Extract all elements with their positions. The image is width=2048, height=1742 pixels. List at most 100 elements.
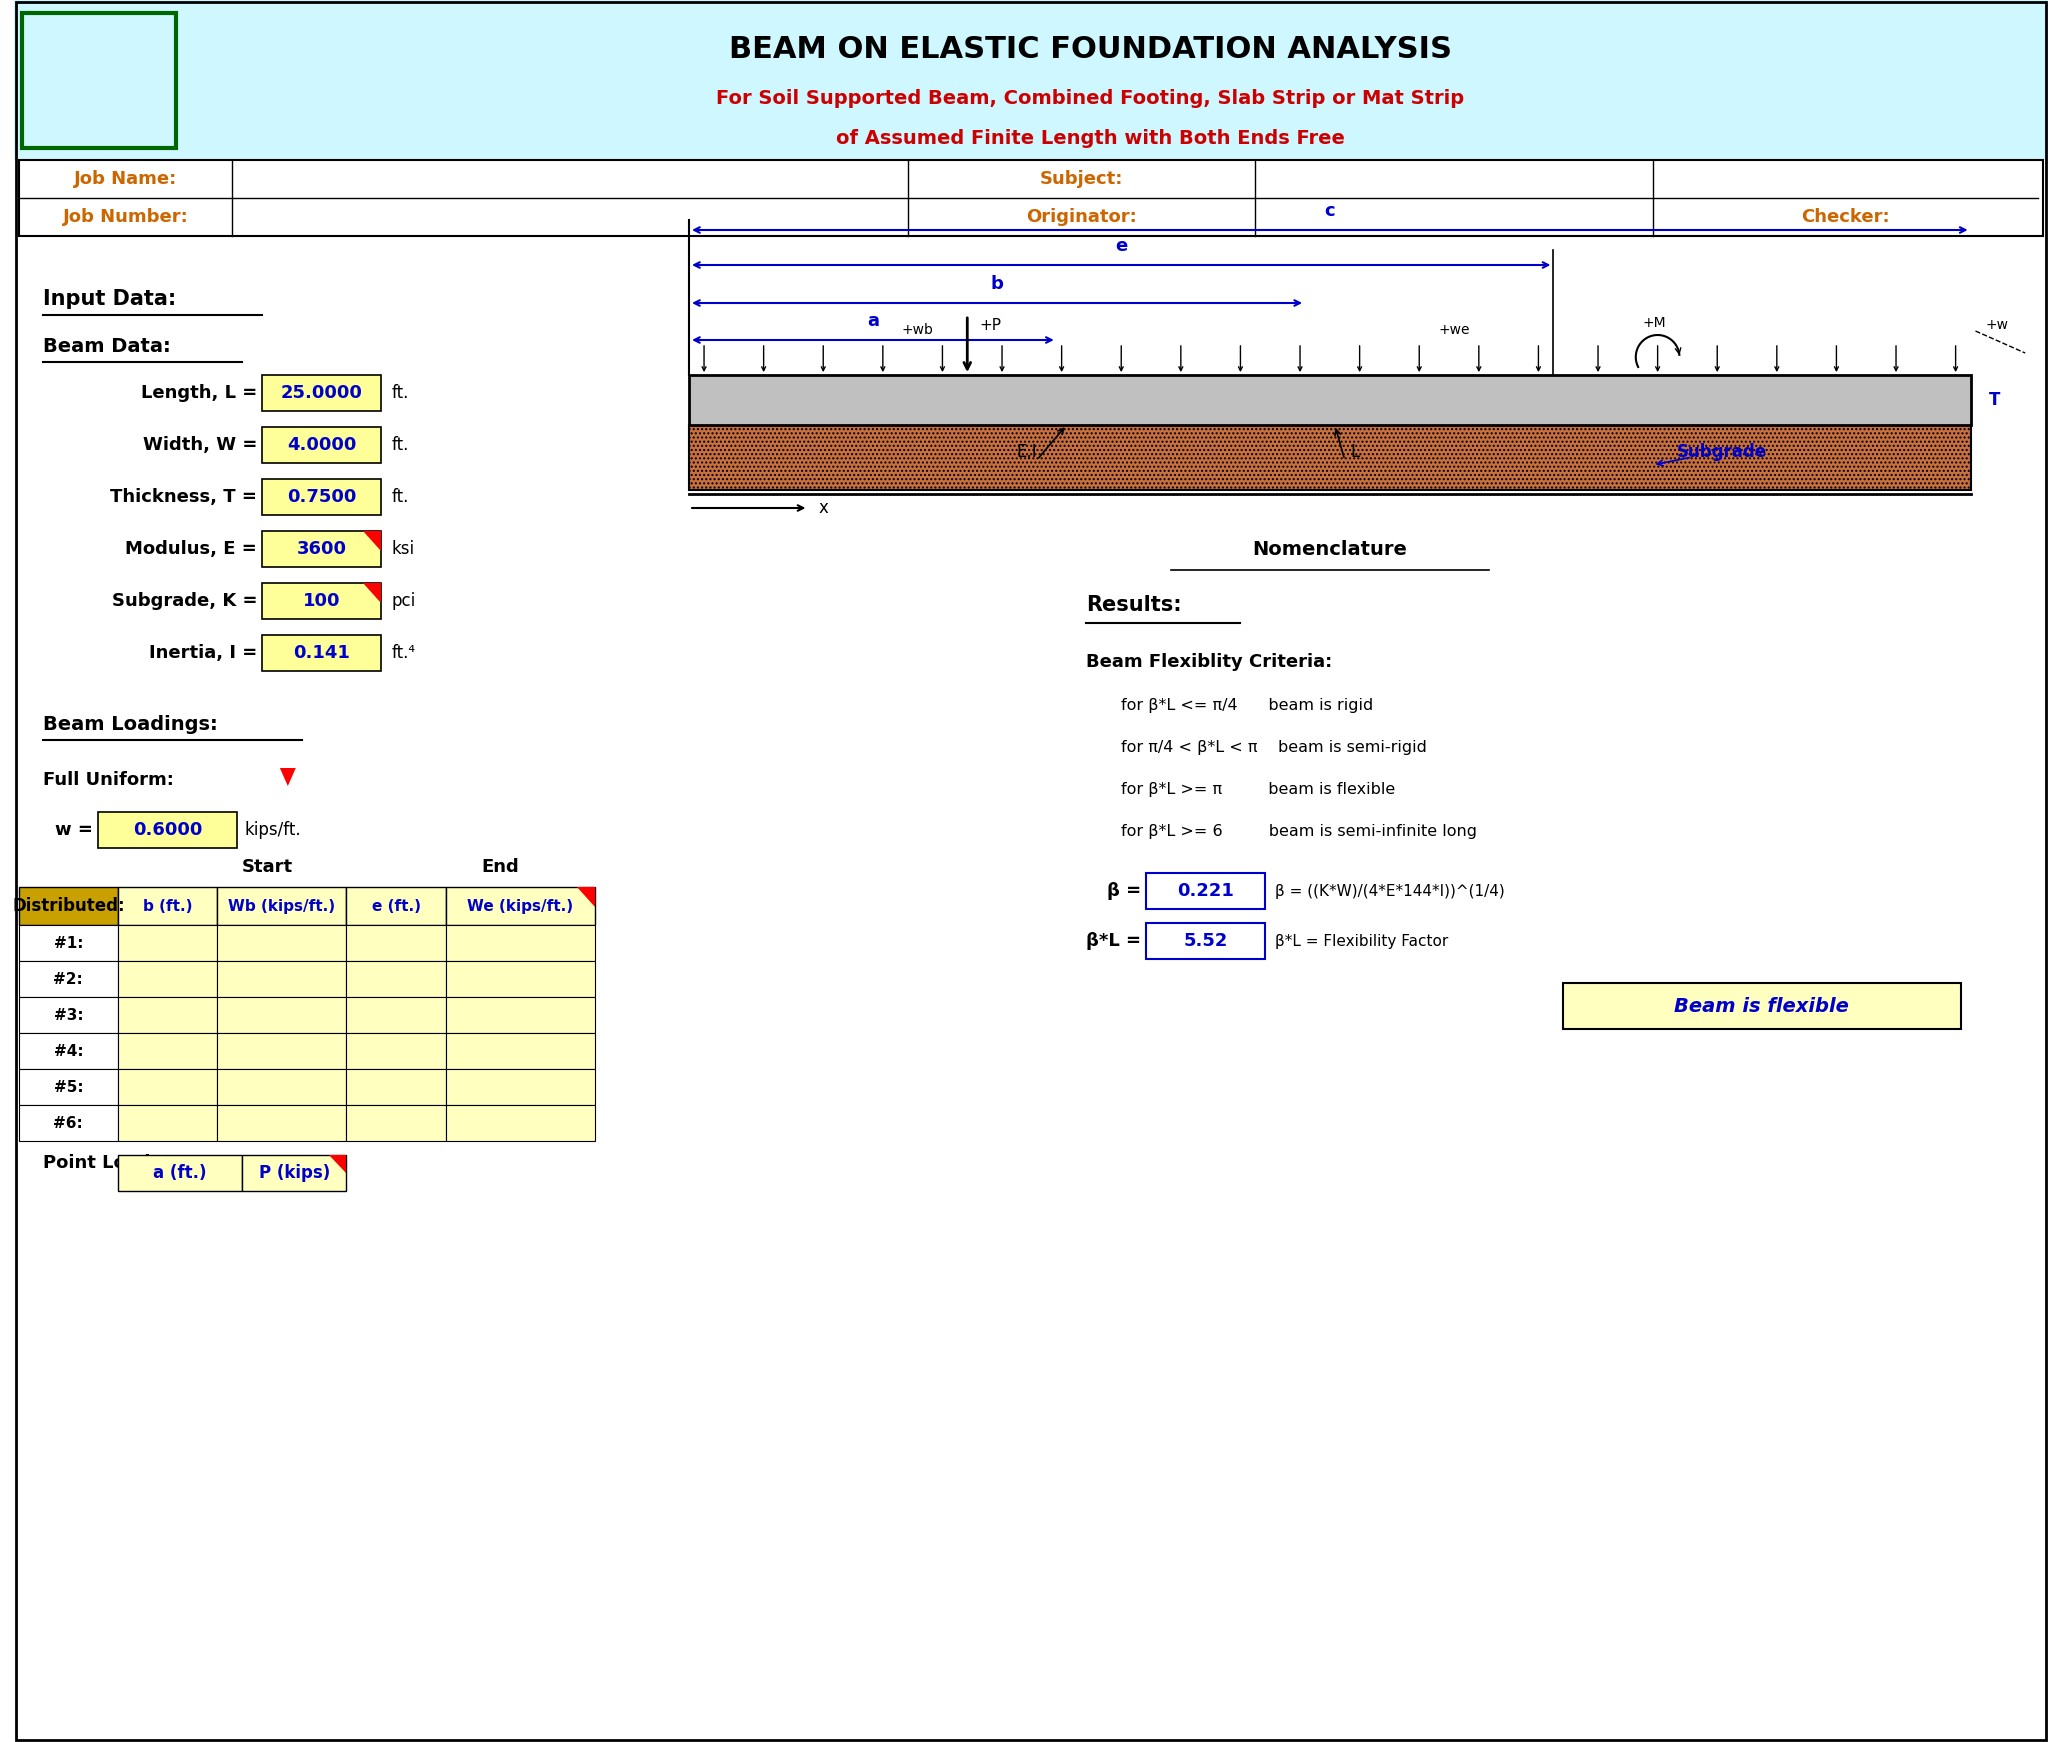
- Text: Thickness, T =: Thickness, T =: [111, 488, 258, 505]
- Text: 0.221: 0.221: [1178, 881, 1235, 901]
- Text: 100: 100: [303, 592, 340, 610]
- Text: Nomenclature: Nomenclature: [1253, 540, 1407, 559]
- Bar: [346, 925, 446, 962]
- Text: P (kips): P (kips): [258, 1164, 330, 1183]
- Text: Start: Start: [242, 859, 293, 876]
- Text: Length, L =: Length, L =: [141, 383, 258, 402]
- Bar: [217, 1070, 346, 1104]
- Bar: [119, 1104, 217, 1141]
- Bar: [346, 1033, 446, 1070]
- Text: T: T: [1989, 390, 1999, 409]
- Text: 0.7500: 0.7500: [287, 488, 356, 505]
- Text: Width, W =: Width, W =: [143, 436, 258, 455]
- Text: Full Uniform:: Full Uniform:: [43, 772, 174, 789]
- Text: ft.: ft.: [391, 383, 408, 402]
- Text: 4.0000: 4.0000: [287, 436, 356, 455]
- Bar: [688, 425, 1970, 490]
- Bar: [18, 160, 2044, 235]
- Text: for β*L <= π/4      beam is rigid: for β*L <= π/4 beam is rigid: [1120, 699, 1374, 712]
- Bar: [18, 1104, 119, 1141]
- Text: #1:: #1:: [53, 935, 84, 951]
- Text: ft.: ft.: [391, 436, 408, 455]
- Text: BEAM ON ELASTIC FOUNDATION ANALYSIS: BEAM ON ELASTIC FOUNDATION ANALYSIS: [729, 35, 1452, 64]
- Text: ft.⁴: ft.⁴: [391, 645, 416, 662]
- Polygon shape: [362, 584, 381, 603]
- Text: ksi: ksi: [391, 540, 414, 557]
- Bar: [446, 1033, 594, 1070]
- Text: Results:: Results:: [1087, 596, 1182, 615]
- Bar: [346, 962, 446, 996]
- Text: β*L =: β*L =: [1085, 932, 1141, 949]
- Text: x: x: [819, 498, 827, 517]
- Text: β = ((K*W)/(4*E*144*I))^(1/4): β = ((K*W)/(4*E*144*I))^(1/4): [1276, 883, 1505, 899]
- Bar: [262, 427, 381, 463]
- Text: Wb (kips/ft.): Wb (kips/ft.): [227, 899, 336, 913]
- Text: pci: pci: [391, 592, 416, 610]
- Bar: [18, 1033, 119, 1070]
- Text: We (kips/ft.): We (kips/ft.): [467, 899, 573, 913]
- Text: Beam is flexible: Beam is flexible: [1675, 996, 1849, 1016]
- Text: Job Number:: Job Number:: [63, 207, 188, 226]
- Text: #3:: #3:: [53, 1007, 84, 1023]
- Bar: [242, 1155, 346, 1192]
- Bar: [346, 996, 446, 1033]
- Bar: [98, 812, 238, 848]
- Text: a (ft.): a (ft.): [154, 1164, 207, 1183]
- Text: kips/ft.: kips/ft.: [244, 820, 301, 840]
- Text: L: L: [1350, 442, 1360, 462]
- Text: w =: w =: [55, 820, 92, 840]
- Text: Originator:: Originator:: [1026, 207, 1137, 226]
- Bar: [446, 925, 594, 962]
- Text: Input Data:: Input Data:: [43, 289, 176, 308]
- Text: Subject:: Subject:: [1040, 171, 1122, 188]
- Text: a: a: [866, 312, 879, 329]
- Text: Point Loads:: Point Loads:: [43, 1153, 168, 1172]
- Bar: [446, 962, 594, 996]
- Bar: [119, 1033, 217, 1070]
- Text: 5.52: 5.52: [1184, 932, 1229, 949]
- Text: b (ft.): b (ft.): [143, 899, 193, 913]
- Bar: [262, 584, 381, 618]
- Bar: [23, 12, 176, 148]
- Text: e: e: [1114, 237, 1126, 254]
- Bar: [262, 375, 381, 411]
- Polygon shape: [328, 1155, 346, 1172]
- Text: +wb: +wb: [901, 322, 934, 336]
- Text: E,I: E,I: [1016, 442, 1036, 462]
- Text: Subgrade: Subgrade: [1677, 442, 1767, 462]
- Polygon shape: [281, 768, 295, 786]
- Text: β =: β =: [1108, 881, 1141, 901]
- Bar: [217, 925, 346, 962]
- Text: +w: +w: [1985, 319, 2009, 333]
- Bar: [18, 962, 119, 996]
- Text: for β*L >= 6         beam is semi-infinite long: for β*L >= 6 beam is semi-infinite long: [1120, 824, 1477, 840]
- Bar: [18, 925, 119, 962]
- Text: Beam Data:: Beam Data:: [43, 336, 172, 355]
- Bar: [346, 887, 446, 925]
- Bar: [1563, 982, 1960, 1030]
- Text: Beam Flexiblity Criteria:: Beam Flexiblity Criteria:: [1087, 653, 1333, 671]
- Text: Inertia, I =: Inertia, I =: [150, 645, 258, 662]
- Text: 0.141: 0.141: [293, 645, 350, 662]
- Text: Subgrade, K =: Subgrade, K =: [111, 592, 258, 610]
- Bar: [688, 375, 1970, 425]
- Bar: [217, 962, 346, 996]
- Bar: [262, 636, 381, 671]
- Bar: [119, 996, 217, 1033]
- Bar: [446, 1104, 594, 1141]
- Text: Job Name:: Job Name:: [74, 171, 176, 188]
- Text: #6:: #6:: [53, 1115, 84, 1131]
- Text: c: c: [1325, 202, 1335, 219]
- Text: for π/4 < β*L < π    beam is semi-rigid: for π/4 < β*L < π beam is semi-rigid: [1120, 740, 1427, 754]
- Text: 3600: 3600: [297, 540, 346, 557]
- Text: b: b: [991, 275, 1004, 293]
- Text: Checker:: Checker:: [1800, 207, 1890, 226]
- Bar: [346, 1070, 446, 1104]
- Text: ft.: ft.: [391, 488, 408, 505]
- Text: Beam Loadings:: Beam Loadings:: [43, 714, 219, 733]
- Text: End: End: [481, 859, 520, 876]
- Bar: [1147, 873, 1266, 909]
- Bar: [262, 531, 381, 566]
- Text: For Soil Supported Beam, Combined Footing, Slab Strip or Mat Strip: For Soil Supported Beam, Combined Footin…: [717, 89, 1464, 108]
- Text: β*L = Flexibility Factor: β*L = Flexibility Factor: [1276, 934, 1448, 948]
